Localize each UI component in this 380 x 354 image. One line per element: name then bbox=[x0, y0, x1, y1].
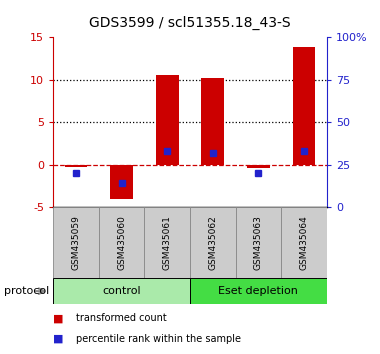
Bar bbox=[156, 75, 179, 165]
Bar bbox=[293, 47, 315, 165]
Bar bbox=[201, 78, 224, 165]
Bar bbox=[281, 207, 327, 278]
Text: ■: ■ bbox=[53, 313, 64, 323]
Bar bbox=[247, 165, 270, 168]
Bar bbox=[190, 207, 236, 278]
Text: GSM435059: GSM435059 bbox=[71, 215, 81, 270]
Bar bbox=[99, 207, 144, 278]
Text: GSM435062: GSM435062 bbox=[208, 215, 217, 270]
Bar bbox=[236, 207, 281, 278]
Text: control: control bbox=[102, 286, 141, 296]
Text: GSM435061: GSM435061 bbox=[163, 215, 172, 270]
Text: percentile rank within the sample: percentile rank within the sample bbox=[76, 334, 241, 344]
Bar bbox=[110, 165, 133, 199]
Text: GSM435063: GSM435063 bbox=[254, 215, 263, 270]
Bar bbox=[190, 278, 327, 304]
Bar bbox=[65, 165, 87, 167]
Text: protocol: protocol bbox=[4, 286, 49, 296]
Text: Eset depletion: Eset depletion bbox=[218, 286, 298, 296]
Bar bbox=[53, 207, 99, 278]
Text: transformed count: transformed count bbox=[76, 313, 167, 323]
Text: GSM435064: GSM435064 bbox=[299, 215, 309, 270]
Bar bbox=[53, 278, 190, 304]
Text: GSM435060: GSM435060 bbox=[117, 215, 126, 270]
Text: GDS3599 / scl51355.18_43-S: GDS3599 / scl51355.18_43-S bbox=[89, 16, 291, 30]
Bar bbox=[144, 207, 190, 278]
Text: ■: ■ bbox=[53, 334, 64, 344]
